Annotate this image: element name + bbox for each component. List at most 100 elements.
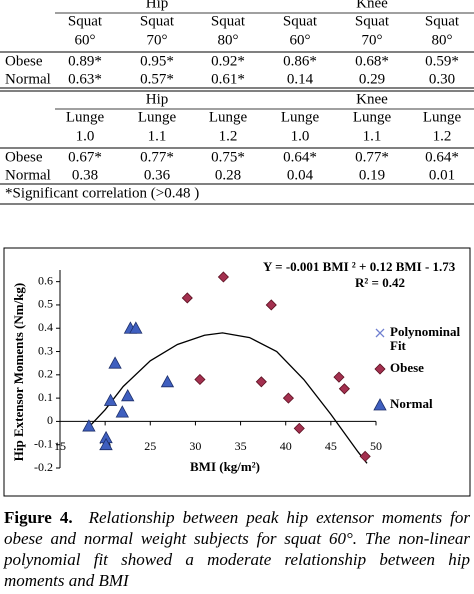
point xyxy=(282,392,294,404)
column-header: 60° xyxy=(290,32,311,48)
column-header: 1.1 xyxy=(148,128,167,144)
x-tick-label: 15 xyxy=(54,439,66,453)
row-label: Normal xyxy=(5,167,51,183)
column-header: Lunge xyxy=(353,109,392,125)
cell: 0.64* xyxy=(425,149,459,165)
cell: 0.30 xyxy=(429,71,455,87)
caption-text: Relationship between peak hip extensor m… xyxy=(4,508,470,590)
cell: 0.64* xyxy=(283,149,317,165)
point xyxy=(194,373,206,386)
cell: 0.68* xyxy=(355,53,389,69)
cell: 0.57* xyxy=(140,71,174,87)
cell: 0.77* xyxy=(355,149,389,165)
x-tick-label: 40 xyxy=(280,439,292,453)
point xyxy=(82,419,96,432)
point xyxy=(115,405,129,418)
point xyxy=(121,388,135,402)
column-header: Squat xyxy=(355,13,390,29)
point xyxy=(265,299,277,311)
group-header: Hip xyxy=(146,0,169,11)
column-header: Lunge xyxy=(66,109,105,125)
y-tick-label: 0.5 xyxy=(38,297,53,311)
x-tick-label: 35 xyxy=(235,439,247,453)
point xyxy=(108,356,122,369)
legend-label: Normal xyxy=(390,396,433,411)
point xyxy=(181,292,193,304)
point xyxy=(99,437,113,451)
point xyxy=(103,393,118,406)
cell: 0.19 xyxy=(359,167,385,183)
row-label: Obese xyxy=(5,149,43,165)
cell: 0.29 xyxy=(359,71,385,87)
point xyxy=(217,271,229,283)
cell: 0.95* xyxy=(140,53,174,69)
group-header: Knee xyxy=(356,91,388,107)
cell: 0.89* xyxy=(68,53,102,69)
y-tick-label: 0.4 xyxy=(38,320,53,334)
cell: 0.61* xyxy=(211,71,245,87)
y-tick-label: 0 xyxy=(47,413,53,427)
column-header: 80° xyxy=(218,32,239,48)
y-axis-title: Hip Extensor Moments (Nm/kg) xyxy=(11,283,26,462)
cell: 0.67* xyxy=(68,149,102,165)
point xyxy=(255,376,267,388)
x-tick-label: 45 xyxy=(325,439,337,453)
x-tick-label: 25 xyxy=(144,439,156,453)
point xyxy=(293,422,305,434)
point xyxy=(359,450,371,462)
column-header: Squat xyxy=(140,13,175,29)
point xyxy=(129,321,143,334)
cell: 0.36 xyxy=(144,167,171,183)
column-header: 1.2 xyxy=(219,128,238,144)
column-header: 1.2 xyxy=(433,128,452,144)
column-header: 80° xyxy=(432,32,453,48)
cell: 0.01 xyxy=(429,167,455,183)
legend-label: Obese xyxy=(390,360,424,375)
cell: 0.14 xyxy=(287,71,314,87)
column-header: 1.0 xyxy=(291,128,310,144)
cell: 0.75* xyxy=(211,149,245,165)
legend-symbol xyxy=(373,398,387,411)
column-header: 1.0 xyxy=(76,128,95,144)
y-tick-label: 0.6 xyxy=(38,273,53,287)
y-tick-label: -0.2 xyxy=(34,460,53,474)
cell: 0.77* xyxy=(140,149,174,165)
x-tick-label: 30 xyxy=(189,439,201,453)
column-header: Lunge xyxy=(281,109,320,125)
cell: 0.92* xyxy=(211,53,245,69)
legend-symbol xyxy=(374,363,386,375)
x-axis-title: BMI (kg/m²) xyxy=(190,459,260,474)
x-tick-label: 50 xyxy=(370,439,382,453)
point xyxy=(160,374,175,388)
chart-frame xyxy=(3,247,471,497)
caption-label: Figure 4. xyxy=(4,508,73,527)
column-header: Squat xyxy=(68,13,103,29)
column-header: Lunge xyxy=(423,109,462,125)
legend-symbol xyxy=(375,328,385,338)
point xyxy=(333,371,345,383)
column-header: Lunge xyxy=(209,109,248,125)
group-header: Knee xyxy=(356,0,388,11)
cell: 0.28 xyxy=(215,167,241,183)
cell: 0.59* xyxy=(425,53,459,69)
cell: 0.38 xyxy=(72,167,98,183)
group-header: Hip xyxy=(146,91,169,107)
annotation: R² = 0.42 xyxy=(355,275,405,290)
legend-label: Polynominal Fit xyxy=(390,324,461,353)
figure: Hip Knee Squat 60° Squat 70° Squat 80° Squat 60° S… xyxy=(0,0,474,497)
cell: 0.04 xyxy=(287,167,314,183)
cell: 0.86* xyxy=(283,53,317,69)
column-header: 70° xyxy=(362,32,383,48)
row-label: Obese xyxy=(5,53,43,69)
y-tick-label: 0.1 xyxy=(38,390,53,404)
cell: 0.63* xyxy=(68,71,102,87)
column-header: 1.1 xyxy=(363,128,382,144)
y-tick-label: 0.3 xyxy=(38,343,53,357)
column-header: Squat xyxy=(211,13,246,29)
column-header: Lunge xyxy=(138,109,177,125)
fit-line xyxy=(89,332,368,464)
y-tick-label: 0.2 xyxy=(38,367,53,381)
column-header: Squat xyxy=(283,13,318,29)
y-tick-label: -0.1 xyxy=(34,436,53,450)
column-header: 70° xyxy=(147,32,168,48)
